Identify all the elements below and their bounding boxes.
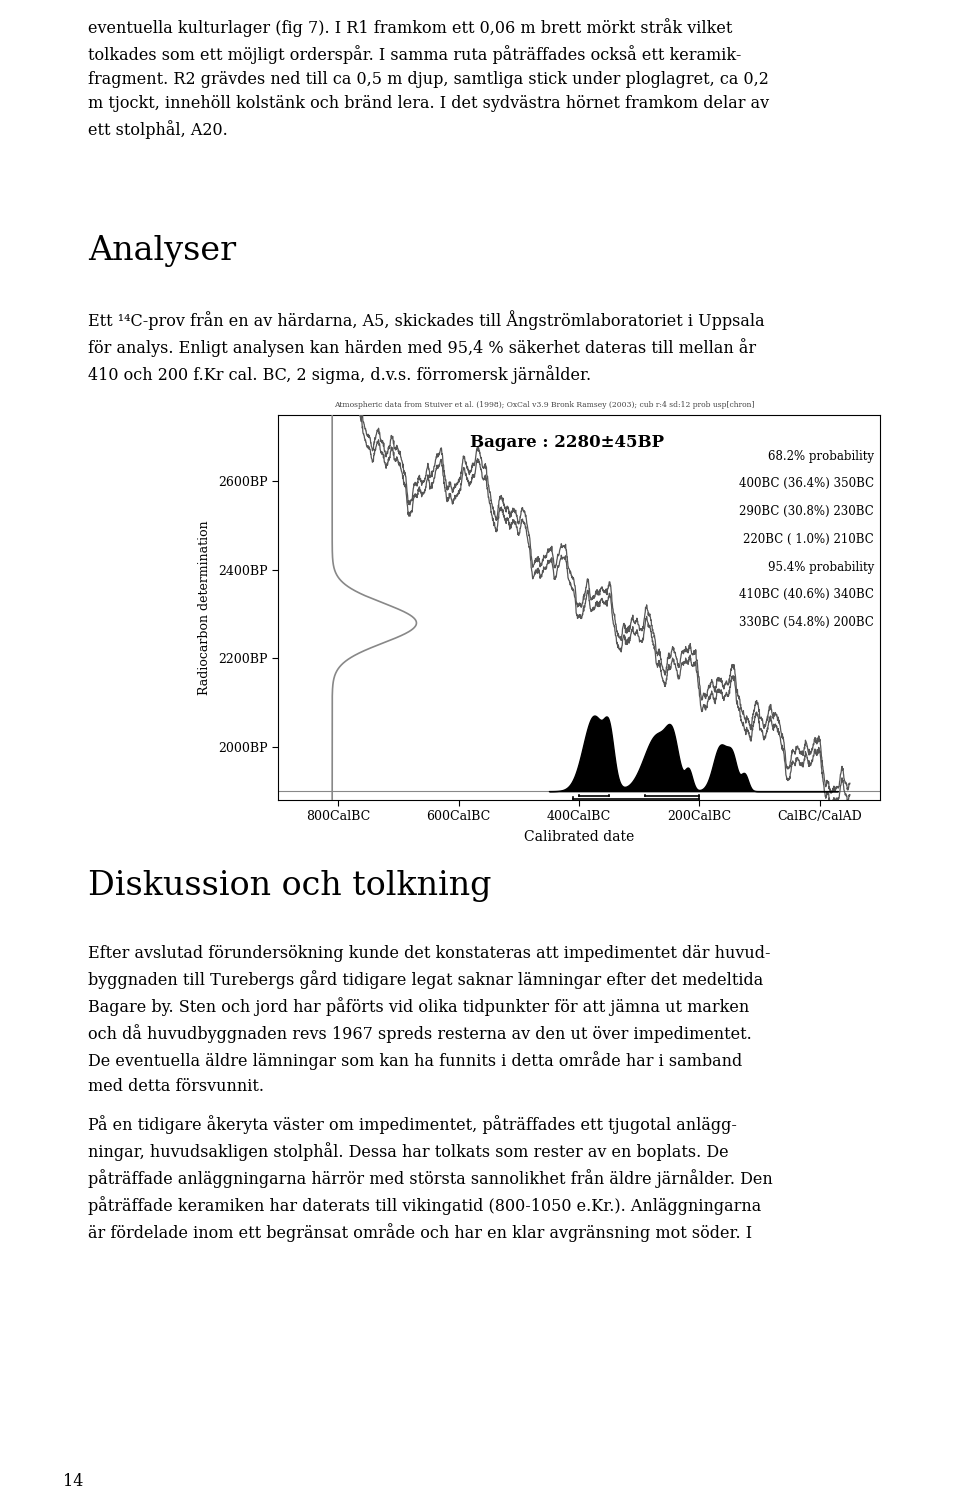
Text: Efter avslutad förundersökning kunde det konstateras att impedimentet där huvud-: Efter avslutad förundersökning kunde det… xyxy=(88,945,771,1094)
Text: Analyser: Analyser xyxy=(88,235,236,266)
Text: 400BC (36.4%) 350BC: 400BC (36.4%) 350BC xyxy=(724,477,874,491)
Text: 68.2% probability: 68.2% probability xyxy=(768,450,874,462)
Y-axis label: Radiocarbon determination: Radiocarbon determination xyxy=(198,521,211,695)
Text: 14: 14 xyxy=(63,1473,84,1490)
Text: 410BC (40.6%) 340BC: 410BC (40.6%) 340BC xyxy=(724,588,874,602)
Text: Atmospheric data from Stuiver et al. (1998); OxCal v3.9 Bronk Ramsey (2003); cub: Atmospheric data from Stuiver et al. (19… xyxy=(334,400,755,409)
Text: Bagare : 2280±45BP: Bagare : 2280±45BP xyxy=(470,435,664,452)
Text: Diskussion och tolkning: Diskussion och tolkning xyxy=(88,870,492,901)
Text: Ett ¹⁴C-prov från en av härdarna, A5, skickades till Ångströmlaboratoriet i Upps: Ett ¹⁴C-prov från en av härdarna, A5, sk… xyxy=(88,310,764,384)
Text: 220BC ( 1.0%) 210BC: 220BC ( 1.0%) 210BC xyxy=(729,533,874,546)
Text: På en tidigare åkeryta väster om impedimentet, påträffades ett tjugotal anlägg-
: På en tidigare åkeryta väster om impedim… xyxy=(88,1115,773,1242)
Text: 95.4% probability: 95.4% probability xyxy=(768,560,874,573)
Text: 290BC (30.8%) 230BC: 290BC (30.8%) 230BC xyxy=(724,506,874,518)
Text: 330BC (54.8%) 200BC: 330BC (54.8%) 200BC xyxy=(724,616,874,629)
Text: eventuella kulturlager (fig 7). I R1 framkom ett 0,06 m brett mörkt stråk vilket: eventuella kulturlager (fig 7). I R1 fra… xyxy=(88,18,769,140)
X-axis label: Calibrated date: Calibrated date xyxy=(524,831,635,844)
